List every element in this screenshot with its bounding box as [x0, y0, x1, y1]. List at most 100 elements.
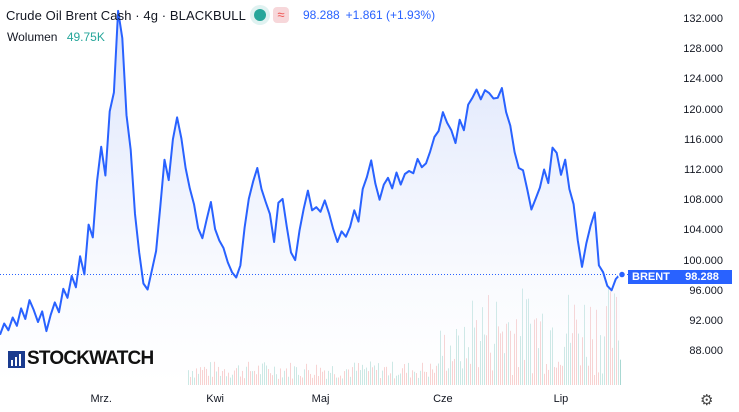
price-point	[349, 225, 352, 228]
price-point	[526, 188, 529, 191]
approx-icon: ≈	[272, 7, 289, 23]
last-price-dot	[617, 270, 627, 279]
chart-header: Crude Oil Brent Cash · 4g · BLACKBULL ≈ …	[6, 5, 435, 25]
price-point	[344, 235, 347, 238]
y-tick-label: 116.000	[684, 133, 723, 146]
price-point	[277, 201, 280, 204]
price-point	[581, 265, 584, 268]
price-point	[273, 240, 276, 243]
price-point	[260, 188, 263, 191]
price-point	[437, 129, 440, 132]
price-point	[180, 137, 183, 140]
price-point	[53, 301, 56, 304]
y-tick-label: 92.000	[689, 315, 723, 327]
gear-icon[interactable]: ⚙	[700, 392, 714, 409]
price-point	[564, 158, 567, 161]
y-tick-label: 96.000	[689, 284, 723, 297]
price-point	[205, 218, 208, 221]
price-point	[294, 259, 297, 262]
price-point	[471, 96, 474, 99]
price-point	[218, 239, 221, 242]
price-point	[323, 199, 326, 202]
price-point	[32, 308, 35, 311]
price-point	[264, 200, 267, 203]
price-point	[420, 166, 423, 169]
price-point	[606, 284, 609, 287]
y-tick-label: 104.000	[683, 224, 723, 237]
price-point	[11, 316, 14, 319]
price-point	[521, 169, 524, 172]
price-point	[538, 186, 541, 189]
price-point	[167, 179, 170, 182]
price-point	[391, 187, 394, 190]
y-tick-label: 100.000	[683, 254, 723, 267]
price-point	[479, 98, 482, 101]
price-point	[150, 269, 153, 272]
price-point	[602, 271, 605, 274]
price-point	[370, 159, 373, 162]
price-point	[176, 116, 179, 119]
price-point	[226, 261, 229, 264]
price-point	[252, 180, 255, 183]
price-point	[41, 310, 44, 313]
price-point	[576, 239, 579, 242]
price-point	[543, 168, 546, 171]
x-tick-label: Maj	[311, 393, 330, 405]
price-point	[24, 317, 27, 320]
price-point	[340, 230, 343, 233]
price-point	[357, 220, 360, 223]
price-point	[197, 227, 200, 230]
price-point	[243, 226, 246, 229]
price-point	[462, 129, 465, 132]
x-tick-label: Lip	[553, 393, 569, 405]
y-tick-label: 108.000	[683, 194, 723, 207]
price-point	[336, 240, 339, 243]
price-point	[416, 157, 419, 160]
price-point	[534, 197, 537, 200]
price-point	[163, 158, 166, 161]
market-open-icon	[253, 9, 266, 21]
price-point	[559, 173, 562, 176]
price-point	[155, 250, 158, 253]
price-point	[20, 307, 23, 310]
price-point	[83, 273, 86, 276]
price-point	[3, 322, 6, 325]
symbol-title[interactable]: Crude Oil Brent Cash · 4g · BLACKBULL	[6, 7, 246, 23]
price-point	[619, 273, 622, 276]
price-point	[247, 197, 250, 200]
y-tick-label: 88.000	[689, 345, 723, 358]
price-point	[378, 198, 381, 201]
x-tick-label: Mrz.	[90, 393, 112, 405]
volume-label: Wolumen	[7, 30, 58, 44]
price-point	[374, 182, 377, 185]
price-point	[171, 138, 174, 141]
price-point	[382, 183, 385, 186]
price-point	[319, 210, 322, 213]
price-point	[408, 170, 411, 173]
price-point	[235, 276, 238, 279]
price-point	[610, 289, 613, 292]
stockwatch-logo: STOCKWATCH	[8, 348, 154, 370]
price-point	[146, 288, 149, 291]
price-point	[403, 173, 406, 176]
price-point	[79, 255, 82, 258]
price-point	[513, 151, 516, 154]
price-point	[159, 205, 162, 208]
y-tick-label: 132.000	[683, 13, 723, 25]
price-point	[555, 151, 558, 154]
price-point	[484, 89, 487, 92]
price-point	[188, 187, 191, 190]
price-tag-value: 98.288	[672, 270, 732, 284]
price-point	[125, 114, 128, 117]
volume-bar	[620, 359, 621, 385]
price-point	[268, 213, 271, 216]
price-point	[209, 200, 212, 203]
price-point	[222, 247, 225, 250]
price-point	[568, 188, 571, 191]
price-point	[458, 118, 461, 121]
price-point	[441, 111, 444, 114]
y-tick-label: 124.000	[683, 73, 723, 86]
volume-value: 49.75K	[66, 30, 105, 44]
price-point	[112, 91, 115, 94]
